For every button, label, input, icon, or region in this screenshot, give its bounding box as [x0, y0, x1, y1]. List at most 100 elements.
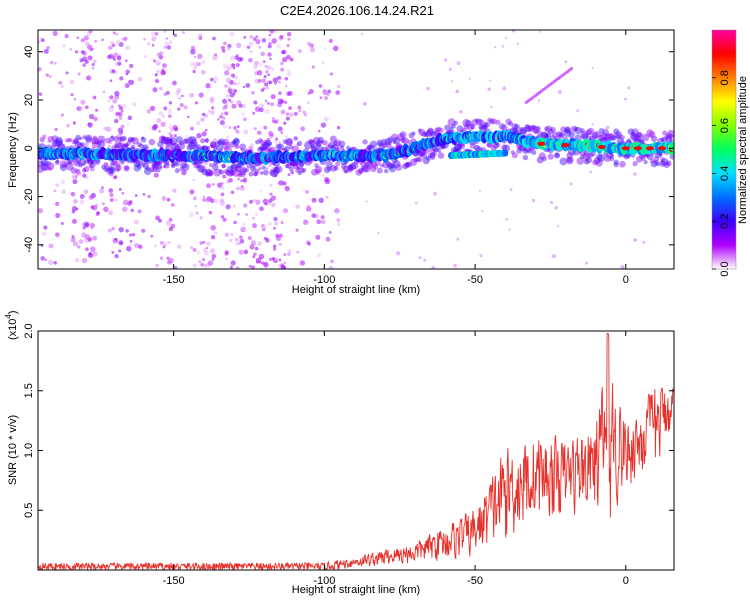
- noise-speckle: [120, 109, 124, 113]
- ridge-halo: [174, 160, 181, 167]
- noise-speckle: [151, 43, 155, 47]
- noise-speckle: [82, 168, 87, 173]
- ridge-halo: [152, 162, 160, 170]
- noise-speckle: [330, 72, 333, 76]
- noise-speckle: [323, 47, 327, 51]
- ridge-halo: [97, 135, 106, 144]
- ridge-halo: [209, 141, 217, 148]
- ridge-halo: [170, 162, 176, 167]
- ridge-halo: [182, 138, 189, 145]
- noise-speckle: [227, 43, 232, 49]
- noise-speckle: [239, 238, 245, 244]
- ridge-halo: [40, 158, 49, 167]
- ridge-halo: [466, 123, 475, 131]
- noise-speckle: [267, 52, 272, 57]
- ridge-halo: [608, 133, 616, 141]
- noise-speckle: [165, 220, 172, 226]
- noise-speckle: [335, 90, 341, 95]
- noise-speckle: [213, 80, 217, 84]
- ridge-halo: [97, 139, 106, 148]
- noise-speckle: [468, 77, 471, 80]
- noise-speckle: [92, 95, 97, 100]
- ridge-halo: [478, 119, 484, 125]
- ridge-halo: [109, 166, 115, 173]
- noise-speckle: [138, 244, 143, 249]
- ridge-halo: [219, 140, 224, 145]
- noise-speckle: [255, 106, 260, 111]
- noise-speckle: [116, 55, 122, 61]
- ridge-halo: [426, 128, 435, 137]
- noise-speckle: [281, 147, 285, 151]
- noise-speckle: [264, 109, 270, 115]
- noise-speckle: [268, 41, 272, 46]
- ridge-halo: [221, 163, 226, 169]
- noise-speckle: [253, 127, 257, 131]
- ridge-halo: [292, 163, 299, 170]
- ridge-halo: [404, 162, 411, 169]
- noise-speckle: [205, 197, 211, 203]
- noise-speckle: [201, 131, 207, 137]
- ridge-halo: [370, 160, 377, 168]
- noise-speckle: [168, 101, 173, 105]
- noise-speckle: [55, 212, 61, 219]
- noise-speckle: [210, 235, 216, 240]
- noise-speckle: [286, 31, 292, 37]
- noise-speckle: [199, 216, 203, 220]
- ridge-halo: [549, 126, 556, 133]
- noise-speckle: [508, 228, 511, 231]
- ridge-halo: [419, 151, 425, 157]
- noise-speckle: [79, 199, 85, 205]
- ridge-halo: [636, 132, 642, 138]
- ridge-halo: [288, 166, 294, 172]
- noise-speckle: [264, 202, 268, 206]
- noise-speckle: [501, 45, 505, 48]
- noise-speckle: [213, 138, 217, 143]
- noise-speckle: [82, 173, 87, 178]
- ridge-halo: [250, 165, 257, 173]
- noise-speckle: [118, 116, 123, 120]
- ridge-halo: [486, 141, 493, 148]
- ridge-halo: [585, 129, 592, 136]
- noise-speckle: [40, 256, 45, 261]
- noise-speckle: [253, 171, 259, 177]
- noise-speckle: [75, 162, 80, 168]
- ridge-halo: [425, 155, 431, 161]
- colorbar-tick-label: 0.8: [719, 70, 731, 85]
- ridge-halo: [333, 140, 338, 146]
- noise-speckle: [169, 134, 174, 138]
- ridge-halo: [158, 135, 167, 144]
- noise-speckle: [296, 250, 300, 254]
- noise-speckle: [308, 89, 314, 94]
- ridge-halo: [402, 163, 409, 170]
- noise-speckle: [249, 34, 253, 39]
- noise-speckle: [264, 64, 268, 68]
- noise-speckle: [576, 109, 579, 113]
- noise-speckle: [287, 252, 291, 256]
- ridge-halo: [74, 141, 82, 149]
- ridge-halo: [649, 158, 655, 164]
- noise-speckle: [168, 124, 174, 130]
- noise-speckle: [127, 138, 132, 143]
- noise-speckle: [190, 246, 193, 250]
- snr-ytick-label: 0.5: [23, 503, 35, 518]
- ridge-halo: [284, 145, 290, 152]
- ridge-halo: [379, 163, 384, 168]
- noise-speckle: [268, 222, 272, 226]
- noise-speckle: [328, 265, 334, 269]
- ridge-halo: [53, 139, 61, 147]
- noise-speckle: [315, 169, 321, 175]
- noise-speckle: [255, 199, 261, 205]
- noise-speckle: [109, 163, 113, 167]
- noise-speckle: [210, 224, 216, 231]
- noise-speckle: [107, 144, 112, 149]
- ridge-halo: [209, 141, 217, 148]
- noise-speckle: [132, 102, 137, 107]
- ridge-halo: [205, 168, 213, 177]
- noise-speckle: [328, 38, 333, 43]
- noise-speckle: [283, 253, 287, 256]
- noise-speckle: [296, 167, 300, 171]
- noise-speckle: [60, 179, 66, 185]
- noise-speckle: [233, 204, 236, 208]
- ridge-halo: [71, 139, 77, 145]
- noise-speckle: [222, 98, 228, 104]
